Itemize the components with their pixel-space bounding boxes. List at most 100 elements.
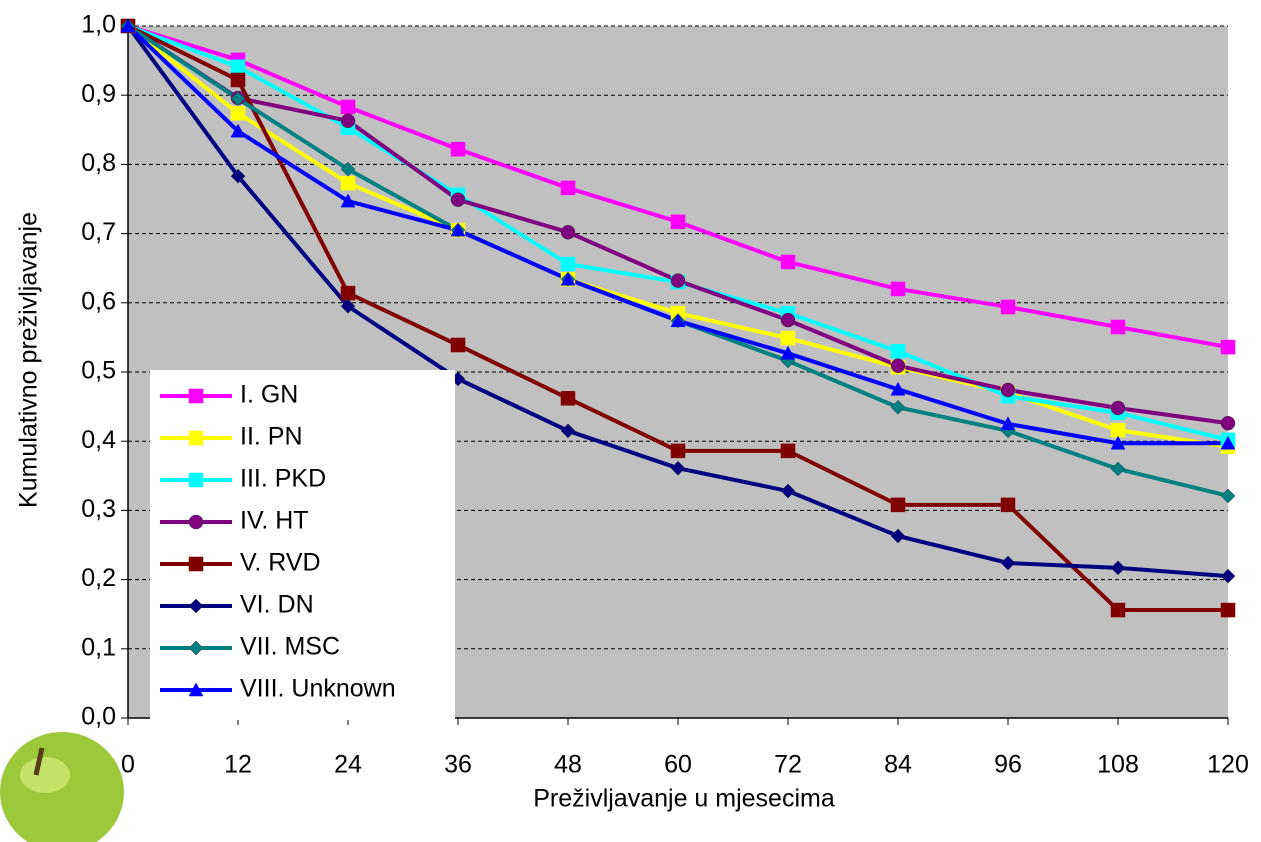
marker <box>560 391 576 406</box>
marker <box>780 254 796 270</box>
marker <box>340 99 356 115</box>
apple-decoration <box>0 732 124 842</box>
x-axis-title: Preživljavanje u mjesecima <box>533 785 835 813</box>
legend-marker <box>188 556 204 572</box>
marker <box>670 460 686 476</box>
y-tick-label: 0,9 <box>81 80 116 108</box>
x-tick-label: 84 <box>884 751 912 779</box>
marker <box>1110 422 1126 438</box>
marker <box>230 105 246 121</box>
legend-label: II. PN <box>240 423 303 451</box>
marker <box>1220 435 1236 450</box>
y-tick-label: 0,8 <box>81 149 116 177</box>
y-tick-label: 1,0 <box>81 11 116 39</box>
marker <box>890 399 906 415</box>
x-tick-label: 96 <box>994 751 1022 779</box>
legend-label: V. RVD <box>240 549 321 577</box>
x-tick-label: 120 <box>1207 751 1249 779</box>
legend-marker <box>188 514 204 530</box>
legend-label: VIII. Unknown <box>240 675 396 703</box>
marker <box>340 193 356 208</box>
marker <box>1110 400 1126 416</box>
y-tick-label: 0,4 <box>81 426 116 454</box>
marker <box>780 345 796 360</box>
marker <box>670 273 686 288</box>
legend-label: I. GN <box>240 381 298 409</box>
marker <box>780 330 796 346</box>
marker <box>890 381 906 396</box>
legend-label: III. PKD <box>240 465 326 493</box>
marker <box>340 161 356 177</box>
y-tick-label: 0,6 <box>81 287 116 315</box>
legend-marker <box>188 472 204 488</box>
marker <box>890 528 906 544</box>
x-tick-label: 72 <box>774 751 802 779</box>
marker <box>340 175 356 191</box>
marker <box>1220 488 1236 504</box>
marker <box>1220 339 1236 355</box>
marker <box>450 192 466 207</box>
y-tick-label: 0,7 <box>81 218 116 246</box>
x-tick-label: 12 <box>224 751 252 779</box>
marker <box>450 141 466 157</box>
marker <box>560 180 576 196</box>
x-tick-label: 24 <box>334 751 362 779</box>
legend-marker <box>188 388 204 404</box>
marker <box>670 313 686 328</box>
marker <box>1110 435 1126 450</box>
marker <box>780 443 796 459</box>
marker <box>340 285 356 301</box>
x-tick-label: 0 <box>121 751 135 779</box>
y-tick-label: 0,5 <box>81 357 116 385</box>
marker <box>890 358 906 374</box>
marker <box>560 224 576 240</box>
marker <box>450 337 466 353</box>
marker <box>560 271 576 286</box>
marker <box>1000 497 1016 513</box>
marker <box>560 256 576 272</box>
legend-label: VII. MSC <box>240 633 340 661</box>
marker <box>230 91 246 107</box>
marker <box>1000 555 1016 571</box>
marker <box>1220 568 1236 584</box>
x-tick-label: 48 <box>554 751 582 779</box>
legend-box <box>150 370 455 720</box>
legend-label: VI. DN <box>240 591 314 619</box>
y-axis-title: Kumulativno preživljavanje <box>15 212 43 508</box>
marker <box>340 298 356 314</box>
marker <box>120 18 136 33</box>
marker <box>1000 382 1016 398</box>
marker <box>1110 319 1126 335</box>
marker <box>450 222 466 237</box>
legend-marker <box>188 598 204 614</box>
y-tick-label: 0,2 <box>81 564 116 592</box>
legend-marker <box>188 682 204 697</box>
marker <box>890 281 906 297</box>
marker <box>1110 602 1126 618</box>
marker <box>1110 560 1126 576</box>
marker <box>890 497 906 513</box>
y-tick-label: 0,0 <box>81 703 116 731</box>
marker <box>230 123 246 138</box>
marker <box>890 343 906 359</box>
x-tick-label: 36 <box>444 751 472 779</box>
y-tick-label: 0,1 <box>81 633 116 661</box>
marker <box>1220 602 1236 618</box>
x-tick-label: 60 <box>664 751 692 779</box>
marker <box>1000 416 1016 431</box>
marker <box>670 214 686 230</box>
marker <box>780 312 796 328</box>
marker <box>670 443 686 459</box>
marker <box>340 113 356 129</box>
legend-marker <box>188 430 204 446</box>
marker <box>1000 299 1016 315</box>
marker <box>230 59 246 75</box>
x-tick-label: 108 <box>1097 751 1139 779</box>
legend-label: IV. HT <box>240 507 309 535</box>
marker <box>230 72 246 88</box>
y-tick-label: 0,3 <box>81 495 116 523</box>
marker <box>560 423 576 439</box>
marker <box>780 483 796 499</box>
legend-marker <box>188 640 204 656</box>
